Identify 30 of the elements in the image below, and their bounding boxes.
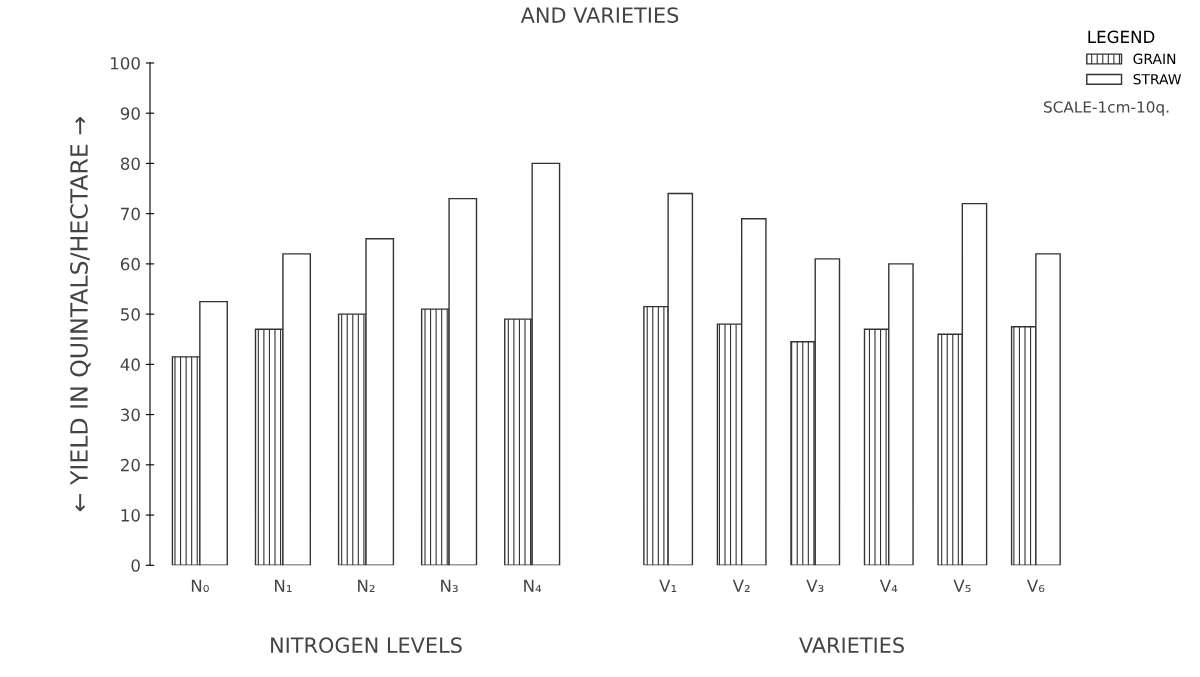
x-tick-label: N₄	[524, 579, 542, 592]
annotation: SCALE-1cm-10q.	[1044, 101, 1169, 116]
y-tick-label: 70	[121, 207, 140, 221]
x-tick-label: V₆	[1026, 579, 1045, 593]
y-tick-label: 30	[121, 408, 140, 422]
x-tick-label: V₄	[879, 579, 898, 592]
y-tick-label: 60	[120, 257, 140, 271]
x-tick-label: N₂	[358, 579, 375, 592]
x-tick-label: V₁	[659, 579, 677, 592]
y-tick-label: 10	[121, 509, 140, 522]
y-tick-label: 90	[120, 107, 140, 120]
x-tick-label: V₂	[732, 579, 750, 592]
y-tick-label: 50	[121, 308, 140, 321]
y-tick-label: 40	[120, 358, 140, 371]
x-axis-title: VARIETIES	[799, 637, 904, 654]
chart-title: AND VARIETIES	[520, 7, 679, 23]
x-tick-label: N₁	[274, 579, 292, 592]
legend-label: GRAIN	[1133, 53, 1176, 65]
x-tick-label: V₅	[953, 579, 971, 593]
y-tick-label: 80	[120, 157, 140, 170]
x-tick-label: N₀	[191, 579, 209, 593]
x-tick-label: N₃	[441, 579, 458, 593]
legend-title: LEGEND	[1088, 30, 1155, 44]
legend-label: STRAW	[1133, 73, 1182, 85]
y-tick-label: 0	[131, 559, 140, 572]
x-tick-label: V₃	[806, 579, 824, 593]
y-tick-label: 100	[110, 56, 140, 70]
y-axis-title: ← YIELD IN QUINTALS/HECTARE →	[70, 117, 91, 512]
y-tick-label: 20	[120, 458, 140, 472]
x-axis-title: NITROGEN LEVELS	[271, 637, 462, 654]
